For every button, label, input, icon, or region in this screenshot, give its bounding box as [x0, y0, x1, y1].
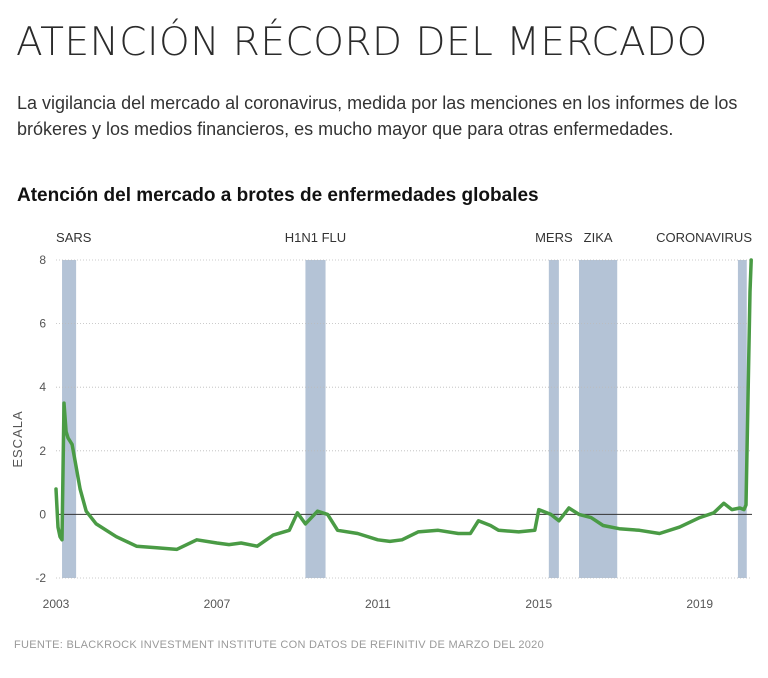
y-tick-label-5: 8: [39, 253, 46, 267]
event-labels: SARS H1N1 FLU MERS ZIKA CORONAVIRUS: [56, 230, 752, 245]
event-label-2: MERS: [535, 230, 573, 245]
y-tick-label-3: 4: [39, 380, 46, 394]
event-label-4: CORONAVIRUS: [656, 230, 752, 245]
event-band-3: [579, 260, 618, 578]
y-tick-label-4: 6: [39, 317, 46, 331]
event-label-1: H1N1 FLU: [285, 230, 346, 245]
event-label-0: SARS: [56, 230, 92, 245]
x-tick-label-4: 2019: [686, 597, 713, 611]
y-tick-label-2: 2: [39, 444, 46, 458]
chart: -2 0 2 4 6 8 2003 2007 2011 2015 2019 SARS H1N1 FL…: [10, 230, 753, 611]
event-bands: [62, 260, 747, 578]
x-tick-label-0: 2003: [43, 597, 70, 611]
chart-heading: Atención del mercado a brotes de enferme…: [17, 185, 539, 206]
y-tick-label-1: 0: [39, 507, 46, 521]
x-tick-label-2: 2011: [365, 597, 391, 611]
x-tick-label-3: 2015: [525, 597, 552, 611]
source-note: FUENTE: BLACKROCK INVESTMENT INSTITUTE C…: [14, 639, 544, 651]
event-band-1: [305, 260, 326, 578]
y-axis-label: ESCALA: [10, 410, 25, 467]
page-title: ATENCIÓN RÉCORD DEL MERCADO: [16, 20, 708, 65]
series-lines: [54, 258, 753, 552]
series-line-0: [54, 258, 753, 552]
grid-lines: [56, 259, 752, 579]
x-tick-label-1: 2007: [204, 597, 231, 611]
page-subtitle: La vigilancia del mercado al coronavirus…: [17, 93, 738, 139]
y-tick-label-0: -2: [35, 571, 46, 585]
x-tick-labels: 2003 2007 2011 2015 2019: [43, 597, 714, 611]
event-band-0: [62, 260, 77, 578]
event-band-2: [548, 260, 559, 578]
event-band-4: [737, 260, 747, 578]
event-label-3: ZIKA: [584, 230, 613, 245]
y-tick-labels: -2 0 2 4 6 8: [35, 253, 46, 585]
